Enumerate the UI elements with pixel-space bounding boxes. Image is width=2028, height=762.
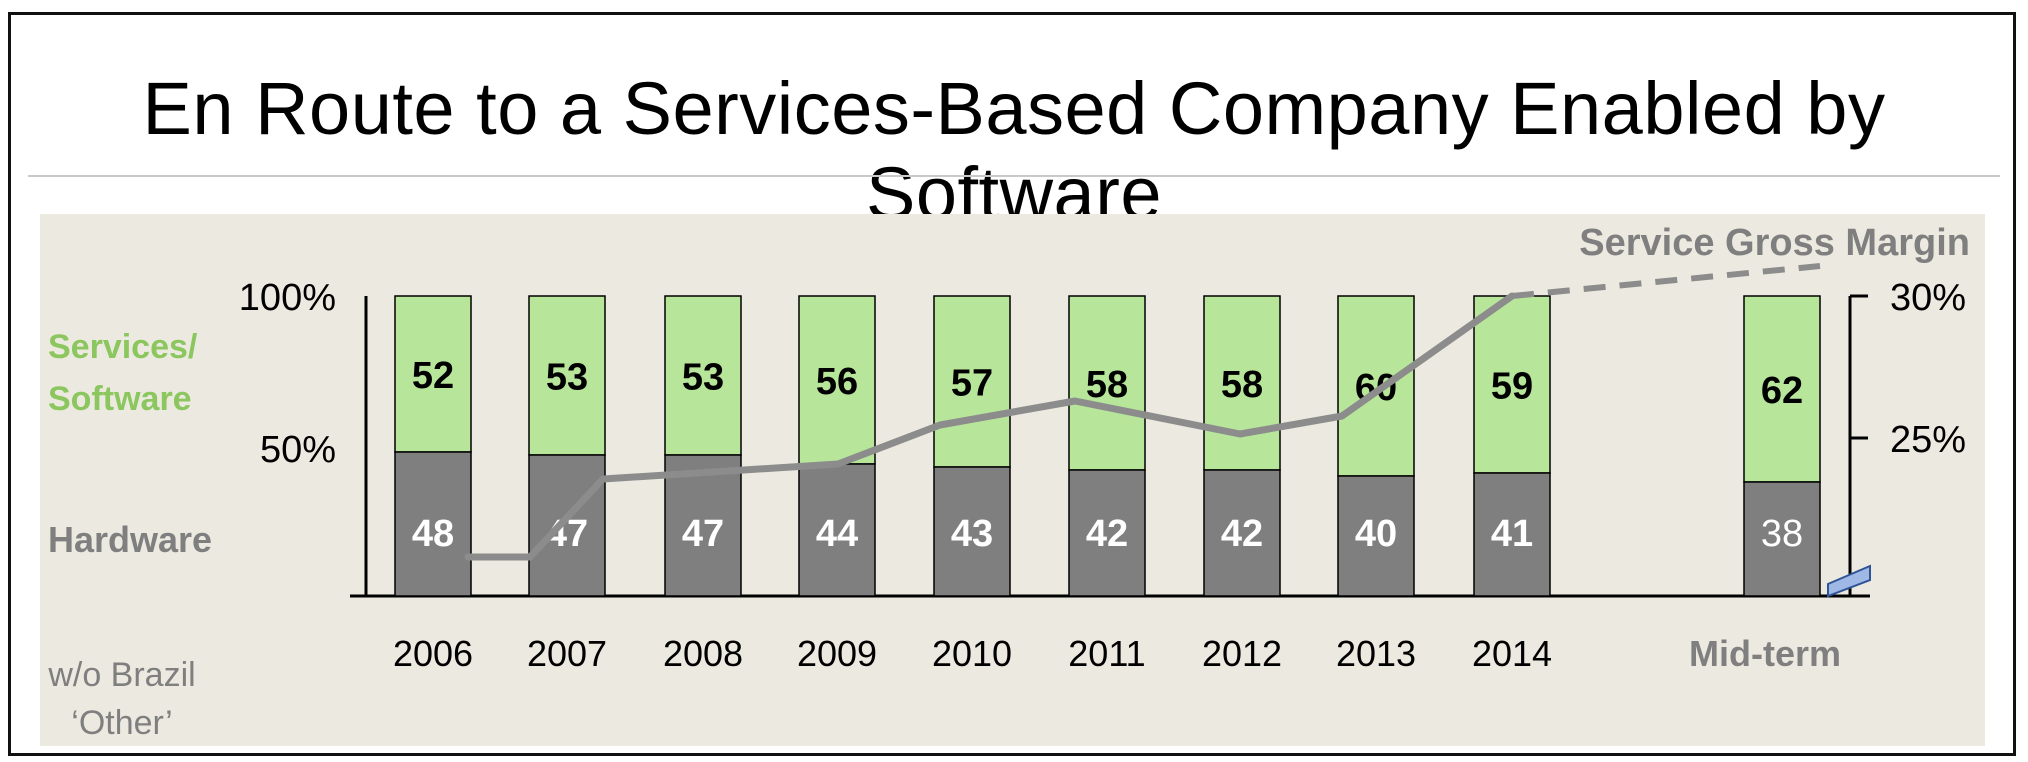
bar-hardware [1068, 469, 1146, 597]
x-tick-label: 2014 [1472, 633, 1552, 674]
footnote-line: w/o Brazil [47, 656, 195, 694]
right-tick-label: 25% [1890, 419, 1966, 461]
bar-services [798, 295, 876, 465]
data-label-hardware: 44 [816, 513, 858, 555]
projection-bar [1827, 564, 1871, 598]
data-label-hardware: 40 [1355, 513, 1397, 555]
x-tick-label: 2011 [1068, 633, 1145, 674]
title-divider [28, 175, 2000, 177]
bar-hardware [664, 454, 742, 597]
bar-hardware [1743, 481, 1821, 597]
data-label-hardware: 41 [1491, 513, 1533, 555]
chart-panel [40, 214, 1985, 746]
bar-hardware [1337, 475, 1415, 597]
data-label-services: 58 [1221, 364, 1263, 406]
x-tick-label: 2013 [1336, 633, 1416, 674]
data-label-services: 53 [546, 357, 588, 399]
bar-hardware [1473, 472, 1551, 597]
data-label-services: 62 [1761, 370, 1803, 412]
x-tick-label: 2008 [663, 633, 743, 674]
x-tick-label: 2009 [797, 633, 877, 674]
bar-hardware [1203, 469, 1281, 597]
data-label-hardware: 43 [951, 513, 993, 555]
left-tick-label: 50% [260, 429, 336, 471]
data-label-services: 57 [951, 363, 993, 405]
data-label-services: 59 [1491, 366, 1533, 408]
bar-hardware [798, 463, 876, 597]
left-tick-label: 100% [239, 277, 336, 319]
x-tick-label: 2007 [527, 633, 607, 674]
data-label-hardware: 42 [1221, 513, 1263, 555]
data-label-hardware: 38 [1761, 513, 1803, 555]
bar-services [528, 295, 606, 456]
services-legend-label: Software [48, 380, 192, 418]
margin-line-actual [464, 292, 1516, 561]
data-label-services: 53 [682, 357, 724, 399]
bar-services [933, 295, 1011, 468]
bar-services [664, 295, 742, 456]
bar-hardware [394, 451, 472, 597]
x-tick-label: 2012 [1202, 633, 1282, 674]
hardware-legend-label: Hardware [48, 519, 212, 560]
margin-line-projected [1511, 263, 1821, 299]
data-label-hardware: 47 [682, 513, 724, 555]
line-series-label: Service Gross Margin [1579, 222, 1970, 264]
footnote-line: ‘Other’ [71, 704, 172, 742]
services-legend-label: Services/ [48, 328, 198, 366]
bar-hardware [933, 466, 1011, 597]
bar-hardware [528, 454, 606, 597]
right-tick-label: 30% [1890, 277, 1966, 319]
bar-services [1473, 295, 1551, 474]
bar-services [1743, 295, 1821, 483]
data-label-services: 52 [412, 355, 454, 397]
data-label-services: 56 [816, 361, 858, 403]
data-label-services: 58 [1086, 364, 1128, 406]
bar-services [394, 295, 472, 453]
x-tick-label: Mid-term [1689, 633, 1841, 674]
data-label-hardware: 42 [1086, 513, 1128, 555]
x-tick-label: 2010 [932, 633, 1012, 674]
data-label-hardware: 48 [412, 513, 454, 555]
x-tick-label: 2006 [393, 633, 473, 674]
bar-services [1203, 295, 1281, 471]
